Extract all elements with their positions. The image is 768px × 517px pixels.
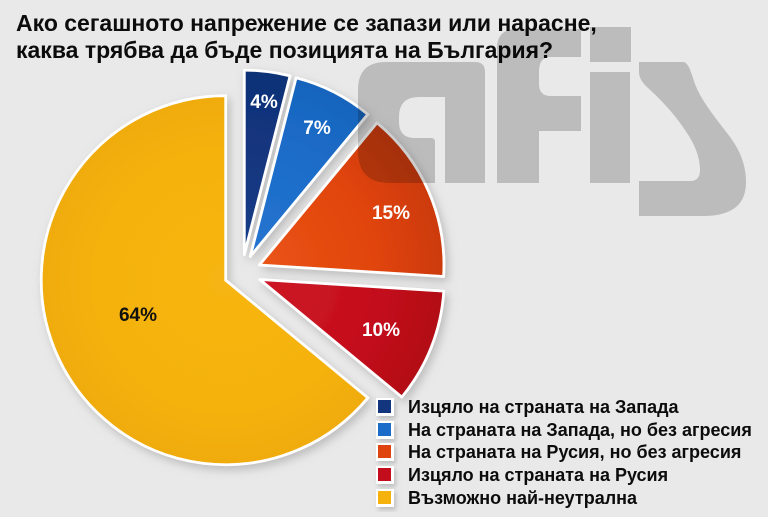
- svg-text:15%: 15%: [372, 203, 410, 224]
- svg-text:Възможно най-неутрална: Възможно най-неутрална: [408, 488, 638, 508]
- svg-text:4%: 4%: [250, 92, 278, 113]
- svg-text:Ако сегашното напрежение се за: Ако сегашното напрежение се запази или н…: [16, 10, 597, 36]
- svg-text:На страната на Русия, но без а: На страната на Русия, но без агресия: [408, 442, 741, 462]
- svg-text:На страната на Запада, но без: На страната на Запада, но без агресия: [408, 420, 752, 440]
- svg-text:64%: 64%: [119, 305, 157, 326]
- svg-text:Изцяло на страната на Запада: Изцяло на страната на Запада: [408, 397, 680, 417]
- svg-text:10%: 10%: [362, 320, 400, 341]
- svg-text:каква трябва да бъде позицията: каква трябва да бъде позицията на Българ…: [16, 37, 553, 63]
- svg-text:7%: 7%: [303, 118, 331, 139]
- svg-text:Изцяло на страната на Русия: Изцяло на страната на Русия: [408, 465, 668, 485]
